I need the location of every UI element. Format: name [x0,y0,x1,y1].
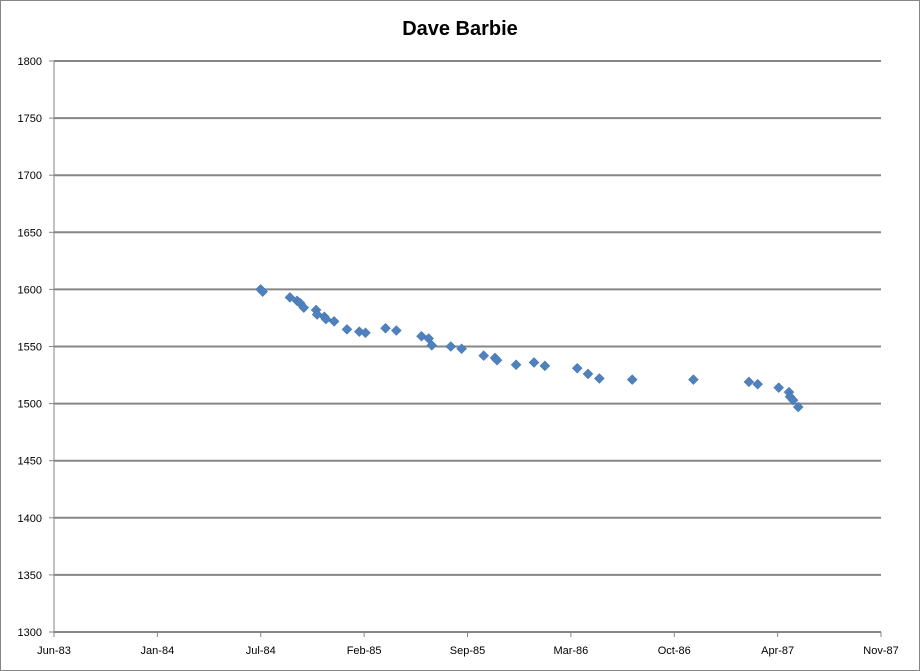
data-point [328,316,340,327]
data-point [426,340,438,351]
y-tick-label: 1700 [18,170,42,182]
data-point [360,327,371,339]
data-point [582,368,594,380]
data-point [510,359,522,371]
data-point [320,313,332,325]
data-point [456,343,467,355]
data-point [752,378,763,390]
y-tick-label: 1300 [18,627,42,639]
data-point [380,322,391,334]
x-tick-label: Apr-87 [761,645,794,657]
x-tick-label: Oct-86 [658,645,691,657]
data-point [491,354,503,366]
y-tick-label: 1650 [18,227,42,239]
data-point [257,286,269,298]
y-tick-label: 1750 [18,113,42,125]
y-tick-label: 1800 [18,56,42,68]
x-tick-label: Feb-85 [347,645,382,657]
data-point [743,376,755,388]
data-point [792,401,804,413]
data-point [445,341,457,352]
data-point [528,357,540,368]
data-point [688,374,699,385]
data-point [298,302,310,314]
data-point [593,373,605,384]
data-point [539,360,551,372]
y-tick-label: 1400 [18,513,42,525]
data-point [626,374,638,385]
data-point [390,325,402,336]
y-tick-label: 1550 [18,342,42,354]
data-point [571,362,583,374]
x-tick-label: Nov-87 [863,645,898,657]
x-tick-label: Jan-84 [141,645,175,657]
data-point [284,292,296,303]
chart-title: Dave Barbie [402,18,518,40]
x-tick-label: Jul-84 [246,645,276,657]
x-tick-label: Jun-83 [37,645,71,657]
y-tick-label: 1500 [18,399,42,411]
data-point [773,382,785,393]
x-tick-label: Mar-86 [553,645,588,657]
x-tick-label: Sep-85 [450,645,485,657]
y-tick-label: 1600 [18,284,42,296]
data-point [478,350,490,361]
y-tick-label: 1350 [18,570,42,582]
y-tick-label: 1450 [18,456,42,468]
data-point [341,324,353,335]
data-point [787,394,799,406]
